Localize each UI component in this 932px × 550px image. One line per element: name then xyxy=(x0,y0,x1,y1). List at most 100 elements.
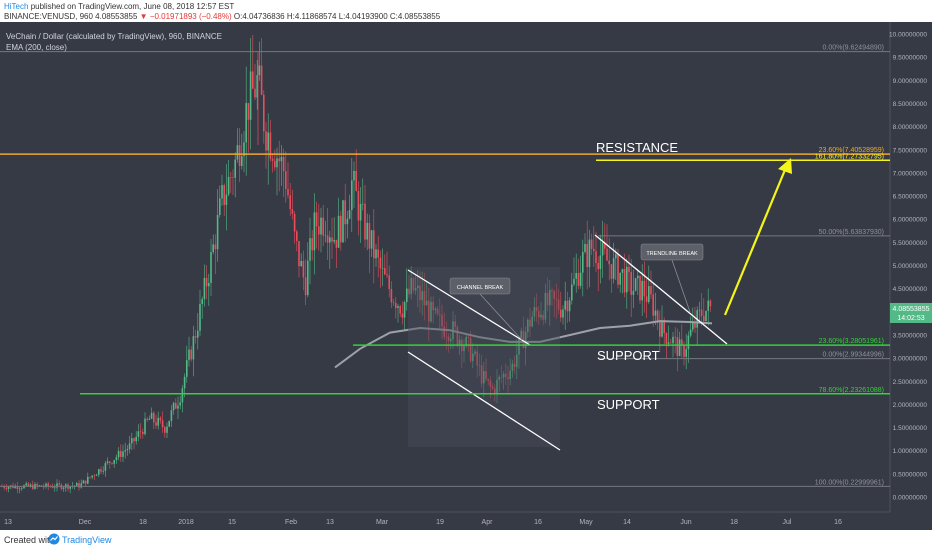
candle-body xyxy=(102,470,104,472)
candle-body xyxy=(637,275,639,279)
candle-body xyxy=(423,291,426,306)
support-upper-label: SUPPORT xyxy=(597,348,660,363)
candle-body xyxy=(287,188,289,196)
candle-body xyxy=(21,488,23,489)
candle-body xyxy=(674,336,676,338)
chart-area[interactable]: RESISTANCE SUPPORT SUPPORT CHANNEL BREAK… xyxy=(0,22,932,530)
candle-body xyxy=(577,272,580,286)
candle-body xyxy=(5,487,8,489)
candle-body xyxy=(296,231,298,242)
candle-body xyxy=(95,474,98,476)
candle-body xyxy=(216,214,219,250)
price-tick-label: 1.50000000 xyxy=(893,425,928,432)
time-tick-label: 13 xyxy=(4,519,12,526)
candle-body xyxy=(333,239,335,242)
author-link[interactable]: HiTech xyxy=(4,2,29,11)
price-tick-label: 7.00000000 xyxy=(893,170,928,177)
candle-body xyxy=(106,461,109,464)
candle-body xyxy=(201,299,203,305)
candle-body xyxy=(175,402,177,409)
candle-body xyxy=(370,230,373,249)
candle-body xyxy=(3,486,5,488)
candle-body xyxy=(560,309,562,318)
candle-body xyxy=(476,351,478,366)
fib-100-label: 100.00%(0.22999961) xyxy=(815,479,884,486)
candle-body xyxy=(313,212,316,251)
candle-body xyxy=(267,132,269,151)
candle-body xyxy=(18,488,21,490)
candle-body xyxy=(709,300,712,307)
candle-body xyxy=(527,319,529,332)
candle-body xyxy=(115,457,118,461)
price-tick-label: 3.00000000 xyxy=(893,356,928,363)
candle-body xyxy=(16,485,19,490)
chart-svg[interactable]: RESISTANCE SUPPORT SUPPORT CHANNEL BREAK… xyxy=(0,22,932,530)
candle-body xyxy=(612,258,615,279)
candle-body xyxy=(247,103,250,120)
time-tick-label: 18 xyxy=(139,519,147,526)
candle-body xyxy=(133,438,135,442)
candle-body xyxy=(478,365,481,366)
time-tick-label: May xyxy=(579,519,593,526)
price-axis[interactable] xyxy=(890,22,932,530)
candle-body xyxy=(670,342,672,344)
candle-body xyxy=(7,486,10,489)
candle-body xyxy=(575,272,577,279)
trendline-break-label: TRENDLINE BREAK xyxy=(646,251,698,257)
fib-0-mid-label: 0.00%(2.99344996) xyxy=(823,352,885,359)
candle-body xyxy=(269,132,272,159)
candle-body xyxy=(430,301,432,322)
candle-body xyxy=(289,195,291,210)
candle-body xyxy=(69,486,71,489)
candle-body xyxy=(135,436,137,442)
candle-body xyxy=(610,264,613,279)
candle-body xyxy=(219,198,221,215)
candle-body xyxy=(542,314,544,320)
candle-body xyxy=(348,210,351,219)
candle-body xyxy=(208,282,210,287)
candle-body xyxy=(687,335,690,350)
candle-body xyxy=(645,296,648,302)
candle-body xyxy=(520,330,522,339)
candle-body xyxy=(258,65,261,76)
publish-line: HiTech published on TradingView.com, Jun… xyxy=(4,2,234,11)
time-tick-label: 2018 xyxy=(178,519,194,526)
candle-body xyxy=(153,412,155,423)
price-tick-label: 0.50000000 xyxy=(893,471,928,478)
candle-body xyxy=(181,388,184,403)
candle-body xyxy=(496,379,498,394)
candle-body xyxy=(157,417,159,426)
price-tick-label: 8.50000000 xyxy=(893,101,928,108)
tradingview-brand[interactable]: TradingView xyxy=(62,535,112,545)
price-tag-value: 4.08553855 xyxy=(893,306,930,313)
ohlc-values: O:4.04736836 H:4.11868574 L:4.04193900 C… xyxy=(233,12,441,21)
candle-body xyxy=(177,405,179,409)
candle-body xyxy=(500,376,503,378)
candle-body xyxy=(379,257,382,269)
candle-body xyxy=(505,373,507,378)
candle-body xyxy=(447,336,450,342)
candle-body xyxy=(56,483,58,488)
candle-body xyxy=(535,307,538,312)
candle-body xyxy=(388,275,390,290)
candle-body xyxy=(538,311,540,318)
time-tick-label: 16 xyxy=(534,519,542,526)
candle-body xyxy=(291,209,294,214)
candle-body xyxy=(199,304,201,331)
candle-body xyxy=(298,241,300,267)
candle-body xyxy=(238,145,241,166)
candle-body xyxy=(408,288,410,295)
candle-body xyxy=(256,75,258,98)
candle-body xyxy=(597,263,599,270)
tradingview-logo-icon[interactable] xyxy=(48,533,60,545)
candle-body xyxy=(148,418,151,420)
fib-786-label: 78.60%(2.23261088) xyxy=(819,387,884,394)
price-axis-ticks: 10.00000000 9.50000000 9.00000000 8.5000000… xyxy=(889,32,927,502)
candle-body xyxy=(524,331,527,348)
candle-body xyxy=(241,156,243,166)
price-tick-label: 2.00000000 xyxy=(893,402,928,409)
candle-body xyxy=(318,226,320,235)
candle-body xyxy=(421,291,423,301)
down-arrow-icon: ▼ xyxy=(139,12,148,21)
candle-body xyxy=(214,244,217,250)
